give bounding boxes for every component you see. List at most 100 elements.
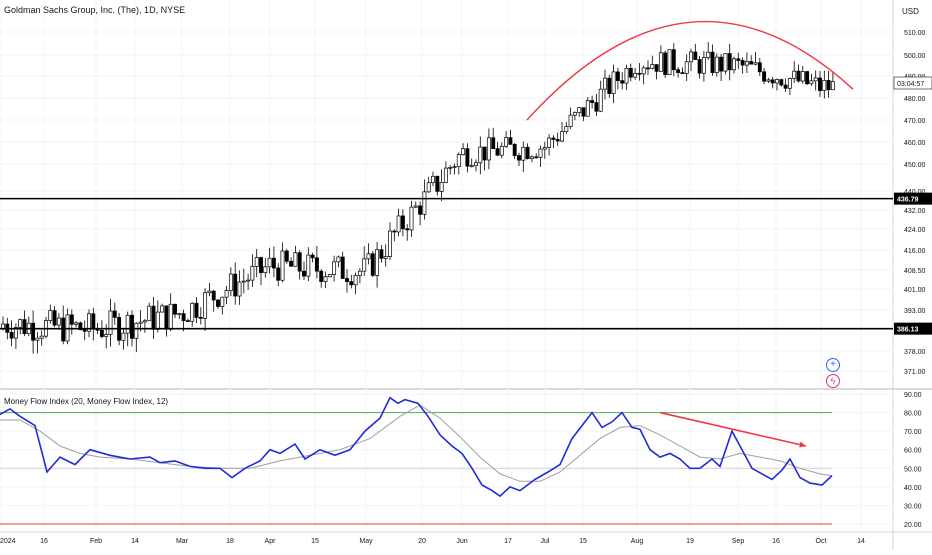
- candle-body: [650, 64, 655, 69]
- candle-body: [198, 317, 203, 319]
- candle-body: [654, 64, 659, 72]
- candle-body: [237, 281, 242, 297]
- candle-body: [35, 337, 40, 341]
- candle-body: [388, 230, 392, 257]
- candle-body: [542, 147, 547, 150]
- candle-body: [813, 77, 818, 82]
- price-tick-label: 401.00: [904, 287, 926, 294]
- time-tick-label: 2024: [0, 538, 16, 545]
- candle-body: [723, 53, 728, 72]
- time-tick-label: Jul: [541, 538, 550, 545]
- candle-body: [392, 230, 397, 233]
- candle-body: [740, 60, 745, 66]
- candle-body: [52, 310, 57, 326]
- candle-body: [56, 317, 61, 326]
- candle-body: [633, 72, 638, 78]
- candle-body: [18, 319, 23, 328]
- candle-body: [228, 273, 233, 291]
- candle-body: [594, 102, 599, 112]
- candle-body: [628, 68, 633, 78]
- candle-body: [646, 67, 650, 70]
- candle-body: [418, 205, 423, 215]
- candle-body: [349, 281, 354, 286]
- candle-body: [190, 302, 195, 322]
- candle-body: [267, 257, 272, 268]
- candle-body: [680, 72, 685, 74]
- candle-body: [590, 100, 595, 103]
- candle-body: [534, 156, 539, 159]
- candle-body: [701, 57, 706, 74]
- candle-body: [336, 256, 341, 263]
- candle-body: [641, 67, 646, 75]
- candle-body: [99, 329, 104, 337]
- candle-body: [818, 77, 822, 91]
- price-tick-label: 424.00: [904, 227, 926, 234]
- divergence-arrowhead: [799, 441, 806, 448]
- candle-body: [194, 302, 199, 318]
- candle-body: [147, 305, 152, 322]
- mfi-pane: [0, 396, 833, 525]
- candle-body: [547, 137, 552, 148]
- candle-body: [714, 56, 719, 73]
- candle-body: [512, 144, 517, 156]
- candle-body: [9, 332, 14, 339]
- candle-body: [362, 258, 367, 272]
- candle-body: [340, 256, 345, 279]
- candle-body: [203, 292, 208, 319]
- candle-body: [615, 71, 620, 82]
- candle-body: [826, 80, 831, 91]
- candle-body: [572, 112, 577, 116]
- candle-body: [736, 58, 741, 61]
- candle-body: [276, 267, 281, 281]
- candle-body: [413, 205, 418, 208]
- candle-body: [396, 215, 401, 233]
- candle-body: [74, 322, 79, 325]
- candle-body: [216, 299, 220, 307]
- candle-body: [525, 146, 530, 159]
- candle-body: [134, 322, 139, 339]
- candle-body: [78, 322, 83, 331]
- candle-body: [220, 296, 225, 307]
- candle-body: [181, 313, 186, 321]
- plus-circle-icon[interactable]: +: [826, 358, 840, 372]
- currency-label: USD: [902, 7, 919, 16]
- mfi-line: [0, 396, 833, 498]
- time-tick-label: 16: [40, 538, 48, 545]
- lightning-icon[interactable]: ϟ: [826, 374, 840, 388]
- candle-body: [676, 69, 681, 73]
- candle-body: [160, 305, 165, 313]
- candle-body: [259, 257, 263, 274]
- candle-body: [787, 78, 792, 89]
- level-price-label: 386.13: [897, 327, 919, 334]
- time-tick-label: 14: [131, 538, 139, 545]
- candle-body: [207, 290, 212, 294]
- candle-body: [689, 51, 693, 63]
- candle-body: [310, 254, 315, 259]
- candle-body: [822, 80, 827, 91]
- price-tick-label: 510.00: [904, 30, 926, 37]
- candle-body: [538, 148, 543, 158]
- candle-body: [465, 148, 470, 167]
- candle-body: [426, 182, 431, 193]
- mfi-tick-label: 60.00: [904, 448, 922, 455]
- price-tick-label: 393.00: [904, 308, 926, 315]
- candle-body: [383, 256, 388, 259]
- time-tick-label: 15: [311, 538, 319, 545]
- mfi-tick-label: 50.00: [904, 466, 922, 473]
- price-tick-label: 371.00: [904, 369, 926, 376]
- candle-body: [663, 52, 668, 75]
- candle-body: [529, 156, 534, 159]
- candle-body: [357, 270, 362, 276]
- candle-body: [521, 146, 526, 161]
- countdown-tag: [893, 76, 932, 90]
- candle-body: [87, 313, 91, 332]
- time-tick-label: 20: [418, 538, 426, 545]
- candle-body: [185, 320, 190, 322]
- candle-body: [121, 332, 126, 341]
- candle-body: [435, 175, 440, 192]
- candle-body: [332, 261, 337, 275]
- candle-body: [693, 51, 698, 60]
- candle-body: [439, 182, 444, 192]
